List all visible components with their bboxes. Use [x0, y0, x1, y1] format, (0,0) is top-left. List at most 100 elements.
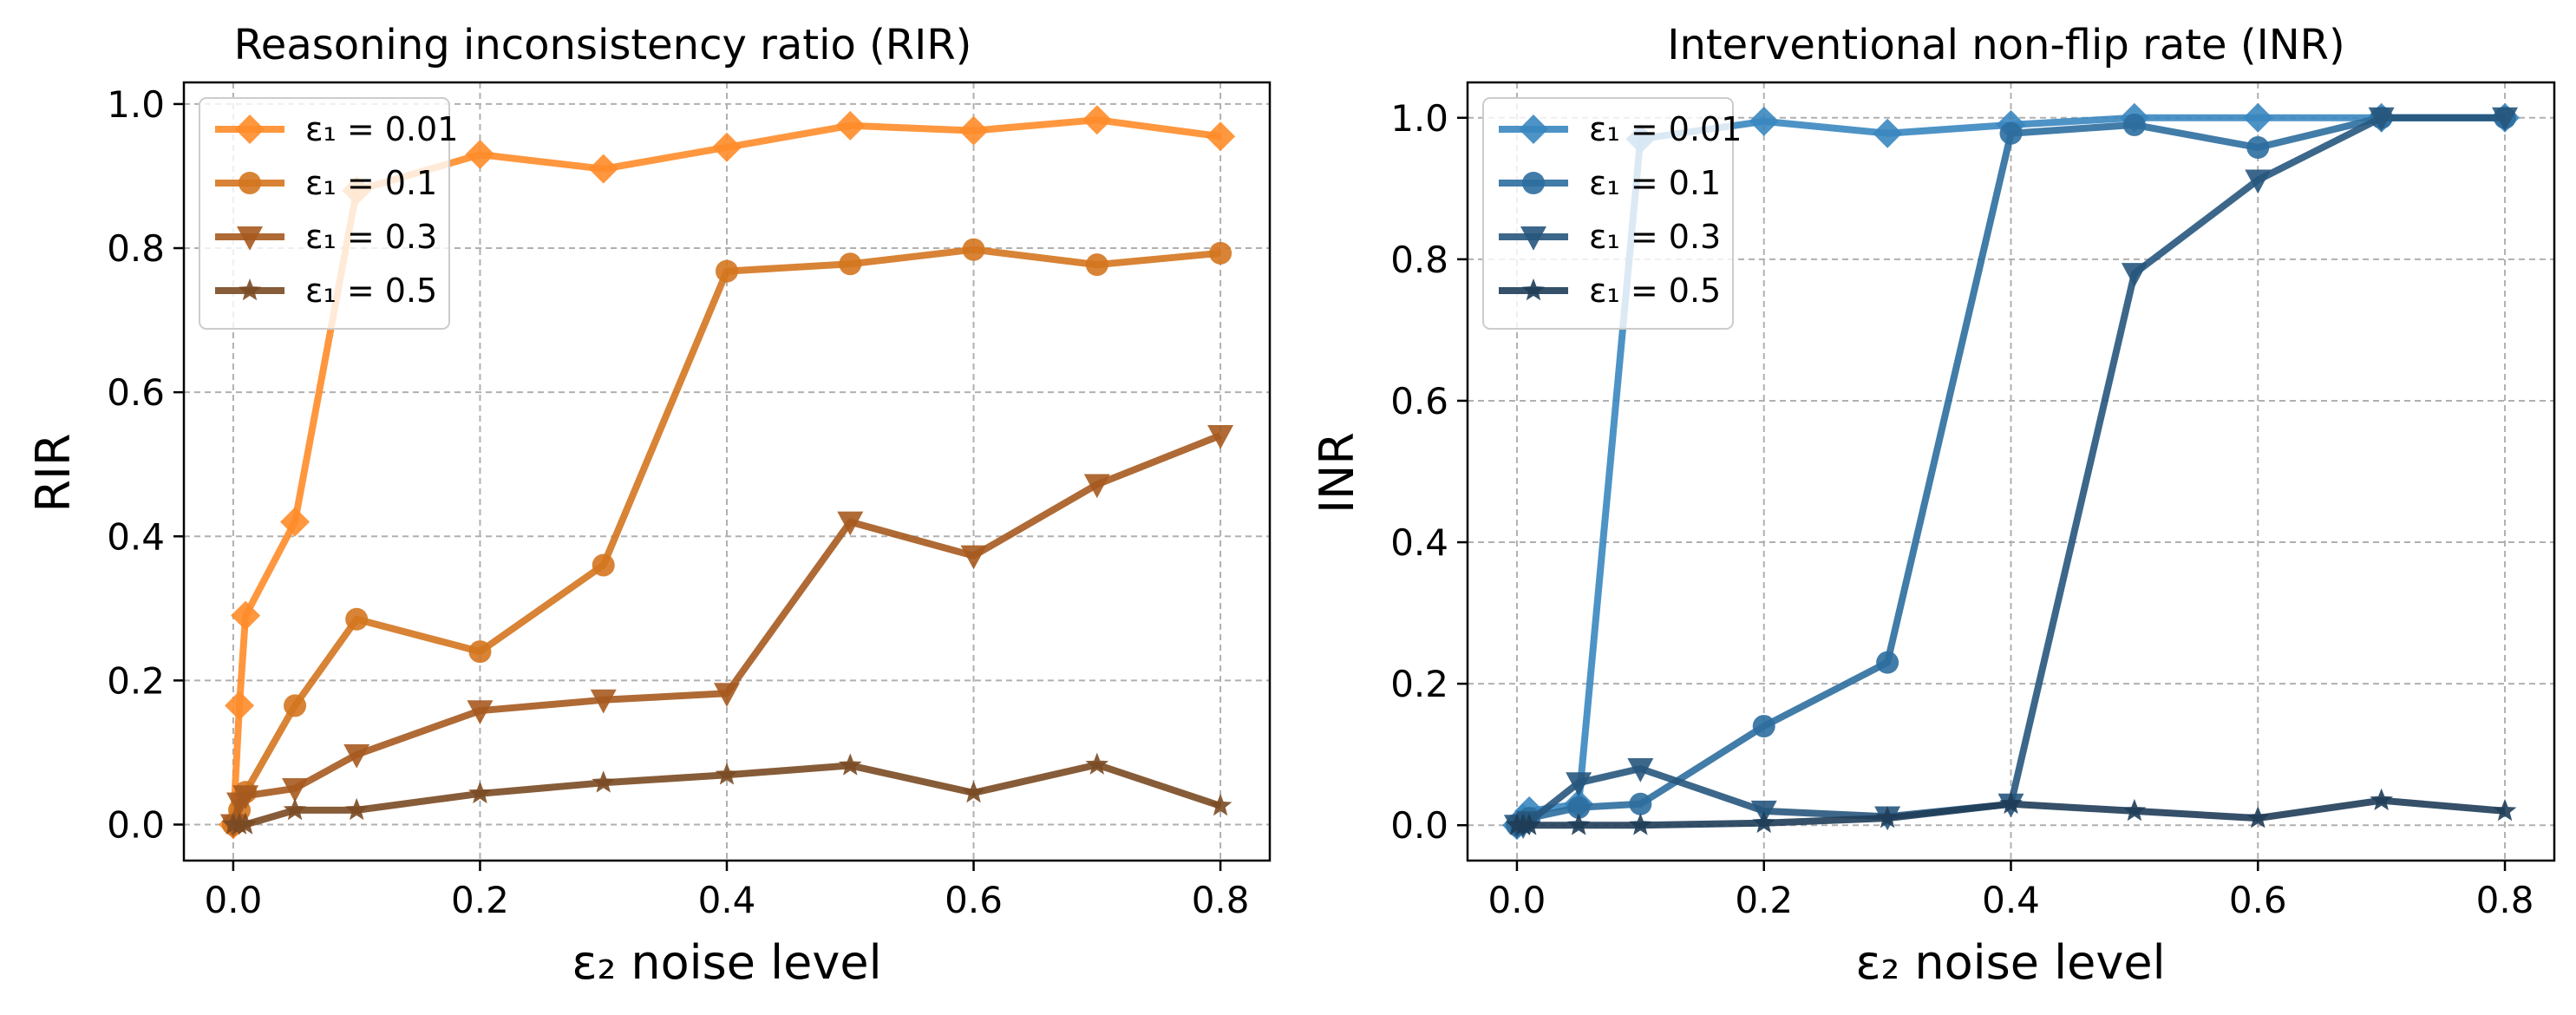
inr-tick-labels: 0.0 0.2 0.4 0.6 0.8 0.0 0.2 0.4 0.6 0.8 1.0 [1390, 97, 2534, 921]
inr-chart-title: Interventional non-flip rate (INR) [1667, 21, 2344, 69]
rir-data-point [465, 140, 495, 170]
inr-legend-marker [1522, 172, 1545, 194]
rir-x-tick-label: 0.0 [205, 879, 263, 921]
rir-x-axis-label: ε₂ noise level [572, 935, 881, 990]
rir-data-point [280, 507, 311, 537]
inr-y-tick-label: 0.4 [1390, 521, 1448, 564]
inr-x-tick-label: 0.0 [1488, 879, 1546, 921]
rir-data-point [592, 553, 615, 577]
rir-legend-item: ε₁ = 0.3 [215, 218, 437, 256]
rir-data-point [592, 770, 615, 793]
inr-data-point [1873, 118, 1903, 148]
rir-data-point [343, 743, 370, 769]
rir-legend-marker [237, 226, 263, 251]
inr-data-point [2122, 113, 2146, 136]
rir-data-point [345, 607, 369, 631]
rir-legend-label: ε₁ = 0.5 [305, 272, 437, 310]
inr-legend-item: ε₁ = 0.3 [1499, 218, 1721, 256]
inr-legend-label: ε₁ = 0.3 [1589, 218, 1721, 256]
inr-data-point [2370, 788, 2393, 810]
rir-data-point [960, 545, 987, 570]
inr-data-point [2121, 263, 2148, 287]
rir-legend-label: ε₁ = 0.3 [305, 218, 437, 256]
rir-data-point [1209, 241, 1232, 265]
rir-data-point [837, 511, 864, 536]
inr-data-point [2368, 107, 2395, 132]
inr-x-tick-label: 0.6 [2229, 879, 2287, 921]
inr-legend-marker [1519, 115, 1548, 144]
inr-y-tick-label: 0.8 [1390, 239, 1448, 281]
rir-data-point [1207, 424, 1234, 449]
rir-data-point [716, 259, 738, 283]
inr-series-lines [1501, 102, 2520, 841]
rir-data-point [344, 797, 369, 821]
rir-data-point [590, 689, 617, 714]
rir-legend-box [199, 97, 450, 330]
inr-data-point [1566, 813, 1591, 835]
rir-data-point [233, 812, 258, 835]
rir-y-axis-label: RIR [26, 434, 81, 513]
rir-data-point [225, 691, 255, 721]
inr-data-point [1999, 791, 2023, 815]
inr-data-point [1627, 757, 1654, 783]
inr-data-point [1567, 796, 1591, 819]
inr-data-point [1566, 772, 1592, 797]
rir-legend-marker [238, 278, 262, 301]
rir-chart-panel: Reasoning inconsistency ratio (RIR) 0.0 0… [26, 21, 1272, 990]
rir-data-point [839, 252, 862, 276]
inr-x-tick-label: 0.8 [2476, 879, 2534, 921]
inr-data-point [2122, 798, 2147, 822]
rir-x-tick-label: 0.6 [945, 879, 1003, 921]
rir-legend-marker [239, 172, 261, 194]
inr-series-4 [1505, 788, 2517, 835]
rir-data-point [1085, 253, 1108, 277]
rir-series-3 [219, 424, 1234, 839]
rir-data-point [467, 700, 494, 724]
rir-x-tick-label: 0.8 [1192, 879, 1250, 921]
inr-data-point [2246, 136, 2270, 160]
inr-data-point [2246, 806, 2270, 828]
inr-data-point [1752, 715, 1775, 738]
inr-legend-label: ε₁ = 0.1 [1589, 164, 1721, 202]
rir-data-point [468, 640, 492, 664]
rir-data-point [232, 785, 259, 809]
inr-legend-marker [1521, 278, 1546, 301]
rir-legend: ε₁ = 0.01 ε₁ = 0.1 ε₁ = 0.3 ε₁ = 0.5 [199, 97, 458, 330]
rir-data-point [835, 110, 866, 141]
rir-data-point [231, 600, 261, 631]
inr-data-point [1876, 651, 1899, 674]
inr-y-tick-label: 0.2 [1390, 663, 1448, 705]
inr-legend-item: ε₁ = 0.1 [1499, 164, 1721, 202]
inr-chart-panel: Interventional non-flip rate (INR) 0.0 0.… [1310, 21, 2556, 990]
inr-y-tick-label: 0.0 [1390, 804, 1448, 847]
rir-data-point [284, 694, 307, 717]
rir-series-lines [218, 105, 1236, 840]
rir-data-point [282, 777, 309, 802]
inr-data-point [1517, 813, 1541, 835]
rir-data-point [962, 238, 985, 261]
rir-data-point [1208, 793, 1232, 816]
rir-y-tick-label: 1.0 [107, 83, 165, 126]
rir-data-point [468, 781, 492, 804]
inr-data-point [2493, 798, 2517, 822]
rir-data-point [283, 797, 307, 821]
inr-x-tick-label: 0.2 [1735, 879, 1793, 921]
inr-data-point [1875, 806, 1899, 828]
rir-data-point [714, 683, 740, 708]
rir-legend-label: ε₁ = 0.01 [305, 110, 458, 148]
inr-data-point [1629, 792, 1652, 815]
inr-data-point [2243, 102, 2273, 133]
rir-data-point [1082, 105, 1112, 135]
inr-y-tick-label: 0.6 [1390, 380, 1448, 422]
inr-legend-marker [1520, 226, 1546, 251]
inr-y-tick-label: 1.0 [1390, 97, 1448, 140]
rir-chart-title: Reasoning inconsistency ratio (RIR) [234, 21, 972, 69]
rir-data-point [839, 753, 862, 776]
rir-data-point [588, 154, 618, 184]
rir-data-point [1085, 752, 1109, 775]
inr-data-point [1749, 106, 1779, 136]
rir-data-point [962, 780, 985, 803]
rir-x-tick-label: 0.2 [451, 879, 509, 921]
rir-data-point [958, 115, 989, 146]
